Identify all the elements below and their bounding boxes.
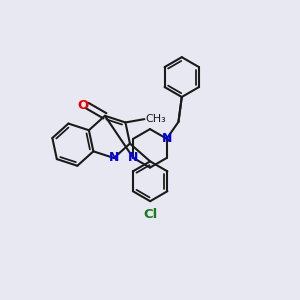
Text: N: N (161, 132, 172, 145)
Text: Cl: Cl (143, 208, 157, 221)
Text: N: N (128, 152, 139, 164)
Text: N: N (109, 152, 119, 164)
Text: O: O (77, 99, 88, 112)
Text: CH₃: CH₃ (146, 114, 166, 124)
